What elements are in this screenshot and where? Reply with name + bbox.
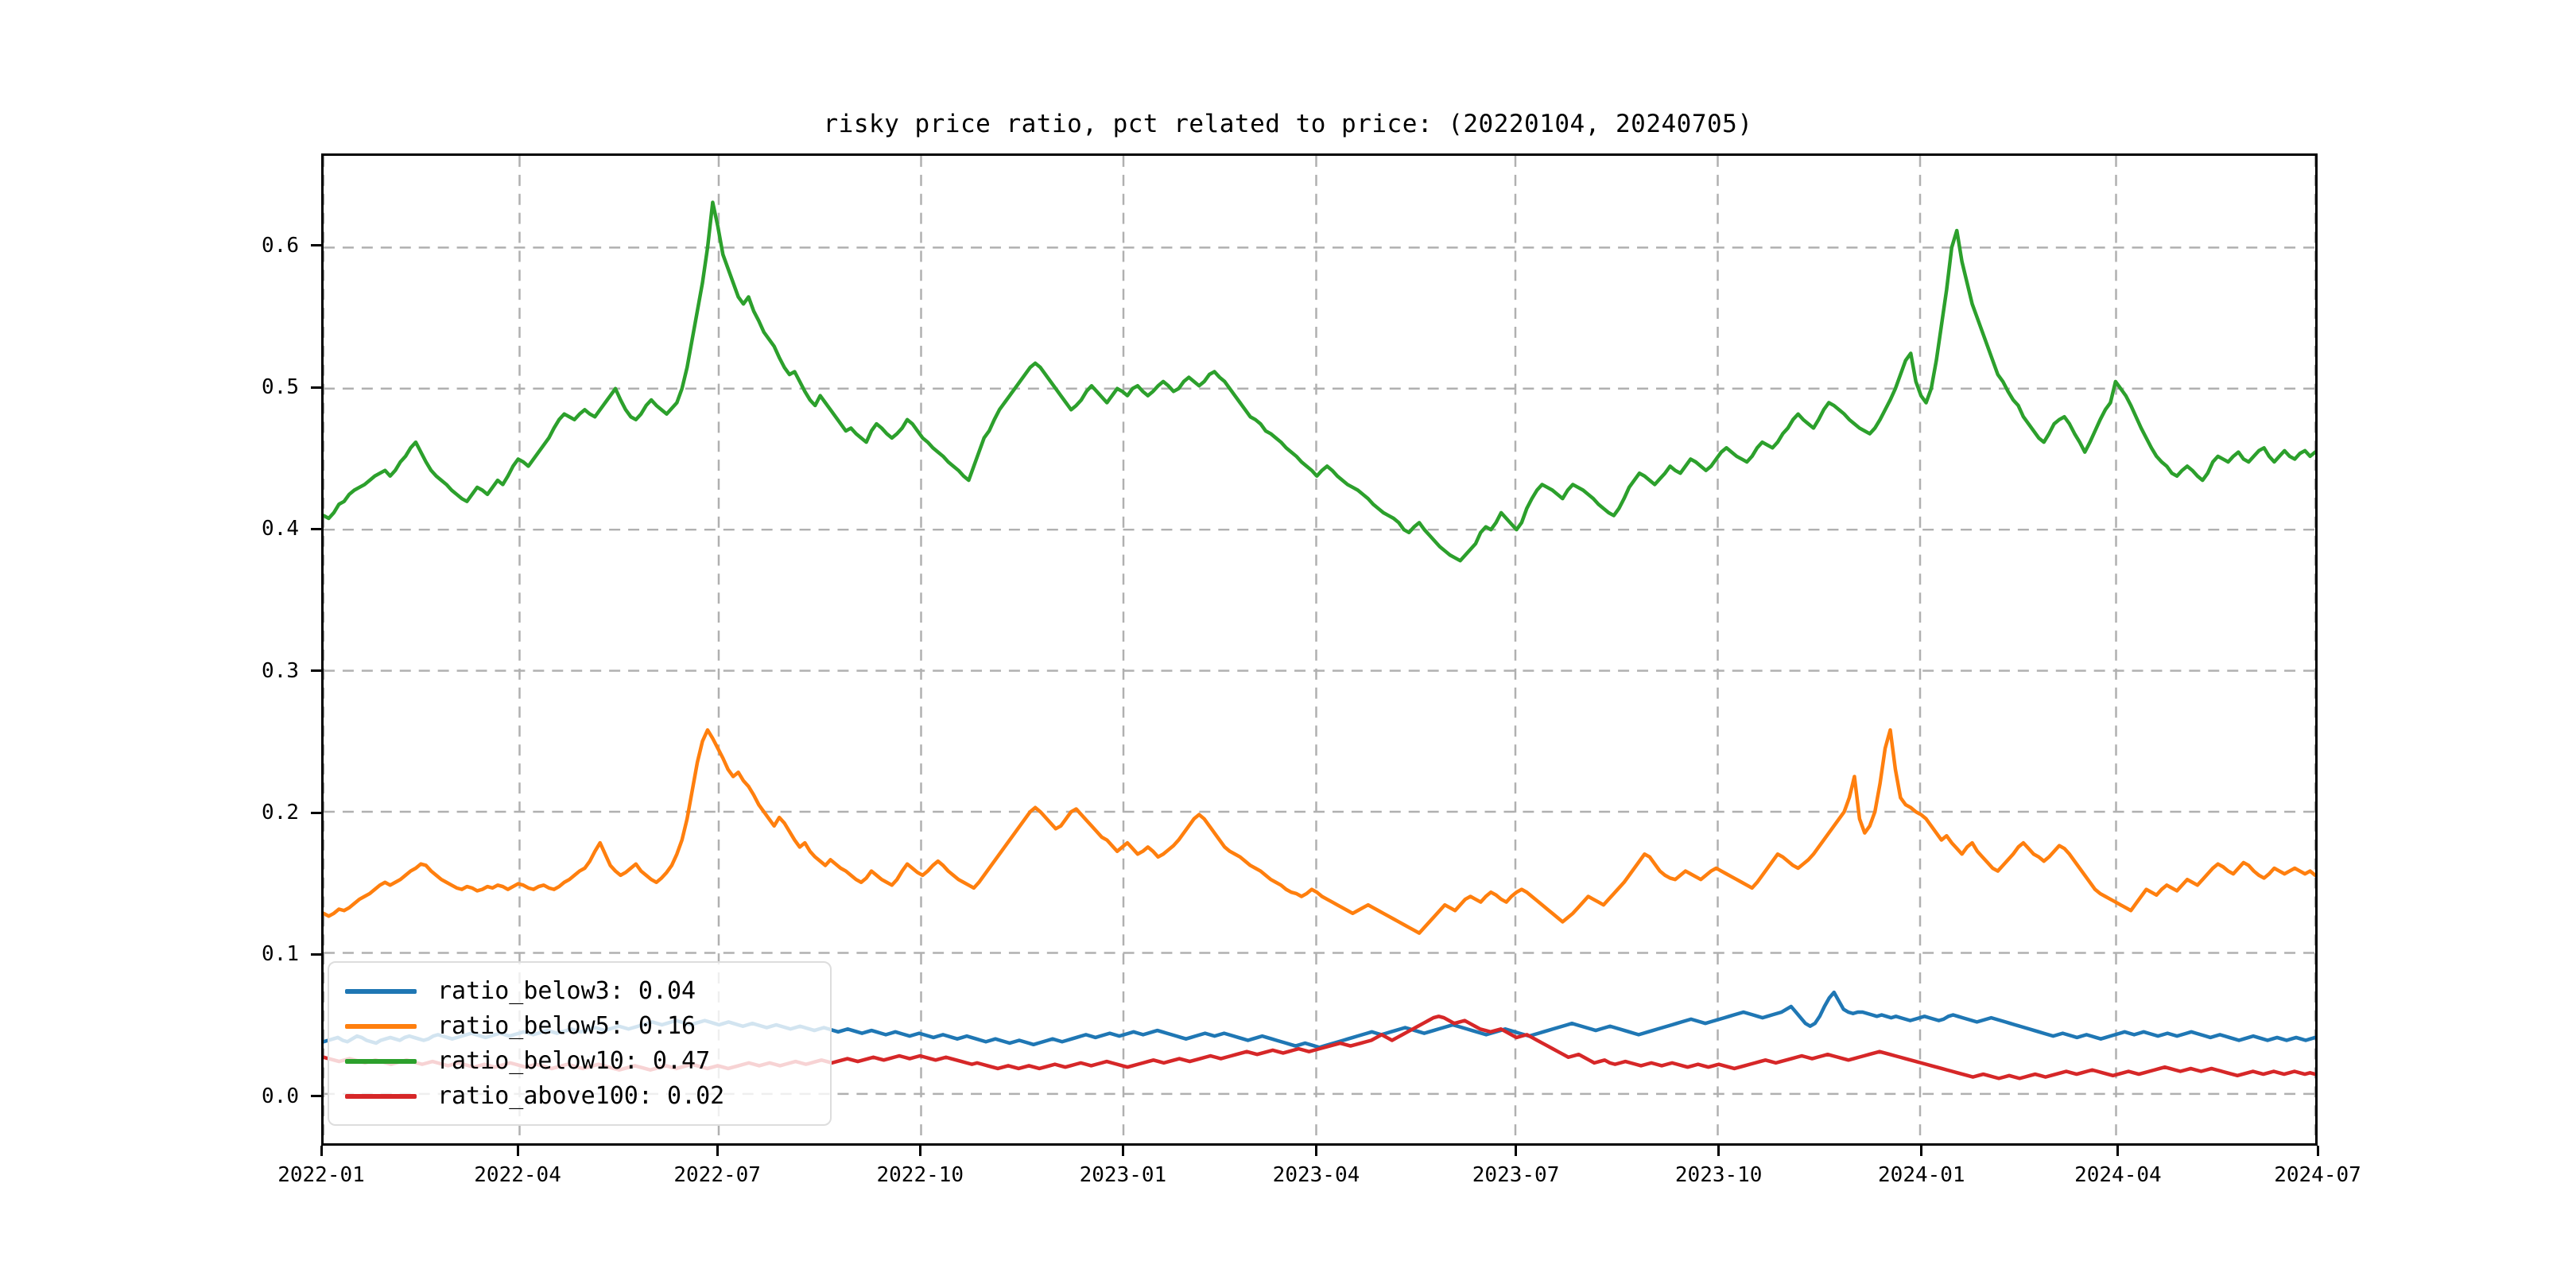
x-tick-mark	[1920, 1146, 1923, 1156]
y-tick-label: 0.5	[262, 375, 299, 400]
x-tick-label: 2023-10	[1674, 1163, 1763, 1187]
y-tick-mark	[311, 669, 321, 673]
x-tick-mark	[1515, 1146, 1518, 1156]
x-tick-mark	[1717, 1146, 1721, 1156]
y-tick-mark	[311, 244, 321, 247]
legend-swatch-ratio_above100	[345, 1094, 417, 1099]
y-tick-label: 0.6	[262, 233, 299, 258]
legend-item-ratio_below5[interactable]: ratio_below5: 0.16	[345, 1009, 814, 1044]
x-tick-mark	[516, 1146, 519, 1156]
x-tick-mark	[918, 1146, 921, 1156]
legend-label: ratio_below10: 0.47	[437, 1047, 711, 1075]
series-lines	[324, 200, 2315, 1080]
y-tick-mark	[311, 527, 321, 530]
legend-label: ratio_below5: 0.16	[437, 1012, 696, 1040]
legend-item-ratio_below10[interactable]: ratio_below10: 0.47	[345, 1044, 814, 1079]
x-tick-label: 2022-10	[876, 1163, 964, 1187]
y-tick-label: 0.1	[262, 942, 299, 967]
x-tick-label: 2022-04	[474, 1163, 561, 1187]
series-line-ratio_below10	[324, 200, 2315, 563]
legend-swatch-ratio_below3	[345, 989, 417, 994]
x-tick-label: 2022-01	[277, 1163, 365, 1187]
legend-item-ratio_below3[interactable]: ratio_below3: 0.04	[345, 974, 814, 1009]
x-tick-mark	[2316, 1146, 2319, 1156]
x-tick-label: 2024-07	[2274, 1163, 2361, 1187]
y-tick-mark	[311, 952, 321, 956]
legend-swatch-ratio_below5	[345, 1024, 417, 1029]
y-tick-mark	[311, 1095, 321, 1098]
legend-item-ratio_above100[interactable]: ratio_above100: 0.02	[345, 1079, 814, 1114]
legend-label: ratio_above100: 0.02	[437, 1082, 725, 1110]
x-tick-label: 2023-01	[1079, 1163, 1167, 1187]
y-tick-mark	[311, 386, 321, 389]
page-title: risky price ratio, pct related to price:…	[823, 110, 1753, 138]
y-tick-label: 0.0	[262, 1084, 299, 1108]
x-tick-mark	[320, 1146, 323, 1156]
y-tick-label: 0.4	[262, 517, 299, 541]
legend-swatch-ratio_below10	[345, 1059, 417, 1064]
y-tick-mark	[311, 811, 321, 814]
x-tick-label: 2022-07	[673, 1163, 761, 1187]
x-tick-label: 2023-07	[1472, 1163, 1560, 1187]
legend-label: ratio_below3: 0.04	[437, 977, 696, 1005]
chart-legend[interactable]: ratio_below3: 0.04 ratio_below5: 0.16 rati…	[328, 961, 832, 1126]
x-tick-mark	[1314, 1146, 1317, 1156]
y-tick-label: 0.3	[262, 658, 299, 683]
x-tick-mark	[2116, 1146, 2120, 1156]
x-tick-label: 2024-04	[2074, 1163, 2162, 1187]
x-tick-label: 2023-04	[1272, 1163, 1360, 1187]
x-tick-mark	[716, 1146, 719, 1156]
y-tick-label: 0.2	[262, 801, 299, 825]
series-line-ratio_below5	[324, 727, 2315, 935]
x-tick-mark	[1121, 1146, 1124, 1156]
x-tick-label: 2024-01	[1878, 1163, 1965, 1187]
